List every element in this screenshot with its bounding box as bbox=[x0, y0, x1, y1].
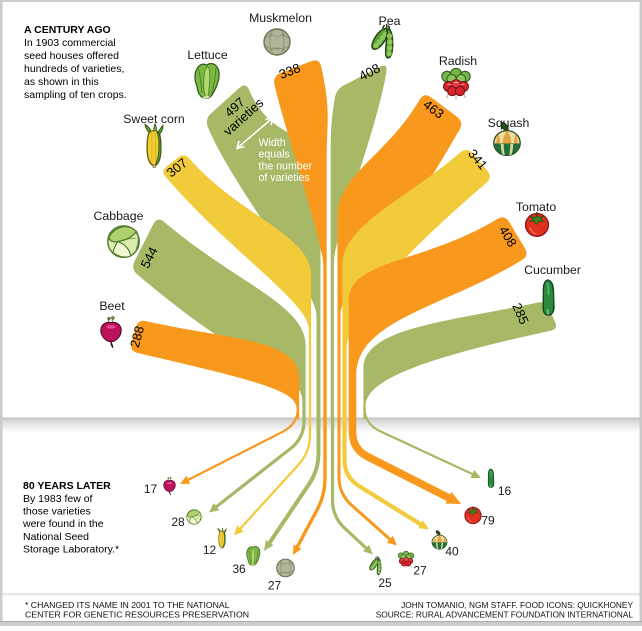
svg-text:National Seed: National Seed bbox=[23, 531, 89, 543]
svg-text:25: 25 bbox=[378, 576, 392, 590]
svg-text:Radish: Radish bbox=[439, 54, 477, 68]
svg-text:36: 36 bbox=[232, 562, 246, 576]
svg-text:SOURCE: RURAL ADVANCEMENT FOUN: SOURCE: RURAL ADVANCEMENT FOUNDATION INT… bbox=[376, 610, 634, 620]
svg-text:Width: Width bbox=[259, 137, 286, 149]
svg-text:Cabbage: Cabbage bbox=[94, 209, 144, 223]
svg-text:those varieties: those varieties bbox=[23, 506, 91, 518]
svg-text:80 YEARS LATER: 80 YEARS LATER bbox=[23, 480, 111, 492]
svg-text:12: 12 bbox=[203, 543, 217, 557]
svg-text:28: 28 bbox=[171, 515, 185, 529]
svg-text:16: 16 bbox=[498, 484, 512, 498]
svg-text:* CHANGED ITS NAME IN 2001 TO: * CHANGED ITS NAME IN 2001 TO THE NATION… bbox=[25, 600, 230, 610]
svg-text:79: 79 bbox=[481, 514, 495, 528]
svg-text:Beet: Beet bbox=[99, 299, 125, 313]
svg-text:Muskmelon: Muskmelon bbox=[249, 11, 312, 25]
svg-text:CENTER FOR GENETIC RESOURCES P: CENTER FOR GENETIC RESOURCES PRESERVATIO… bbox=[25, 610, 249, 620]
svg-text:as shown in this: as shown in this bbox=[24, 76, 99, 88]
svg-text:the number: the number bbox=[259, 160, 313, 172]
svg-text:In 1903 commercial: In 1903 commercial bbox=[24, 37, 116, 49]
svg-text:27: 27 bbox=[268, 579, 282, 593]
svg-text:seed houses offered: seed houses offered bbox=[24, 50, 119, 62]
svg-text:27: 27 bbox=[413, 564, 427, 578]
svg-text:Cucumber: Cucumber bbox=[524, 263, 581, 277]
svg-text:Lettuce: Lettuce bbox=[187, 48, 227, 62]
svg-text:Pea: Pea bbox=[379, 14, 401, 28]
svg-text:hundreds of varieties,: hundreds of varieties, bbox=[24, 63, 124, 75]
svg-text:equals: equals bbox=[259, 149, 290, 161]
svg-text:of varieties: of varieties bbox=[259, 172, 310, 184]
svg-text:A CENTURY AGO: A CENTURY AGO bbox=[24, 24, 111, 36]
svg-text:Sweet corn: Sweet corn bbox=[123, 112, 185, 126]
svg-text:sampling of ten crops.: sampling of ten crops. bbox=[24, 89, 127, 101]
svg-text:40: 40 bbox=[445, 545, 459, 559]
svg-text:JOHN TOMANIO, NGM STAFF. FOOD: JOHN TOMANIO, NGM STAFF. FOOD ICONS: QUI… bbox=[401, 600, 633, 610]
svg-text:By 1983 few of: By 1983 few of bbox=[23, 493, 93, 505]
svg-text:Tomato: Tomato bbox=[516, 200, 556, 214]
svg-text:were found in the: were found in the bbox=[22, 518, 104, 530]
svg-text:Storage Laboratory.*: Storage Laboratory.* bbox=[23, 543, 119, 555]
svg-text:17: 17 bbox=[144, 482, 158, 496]
